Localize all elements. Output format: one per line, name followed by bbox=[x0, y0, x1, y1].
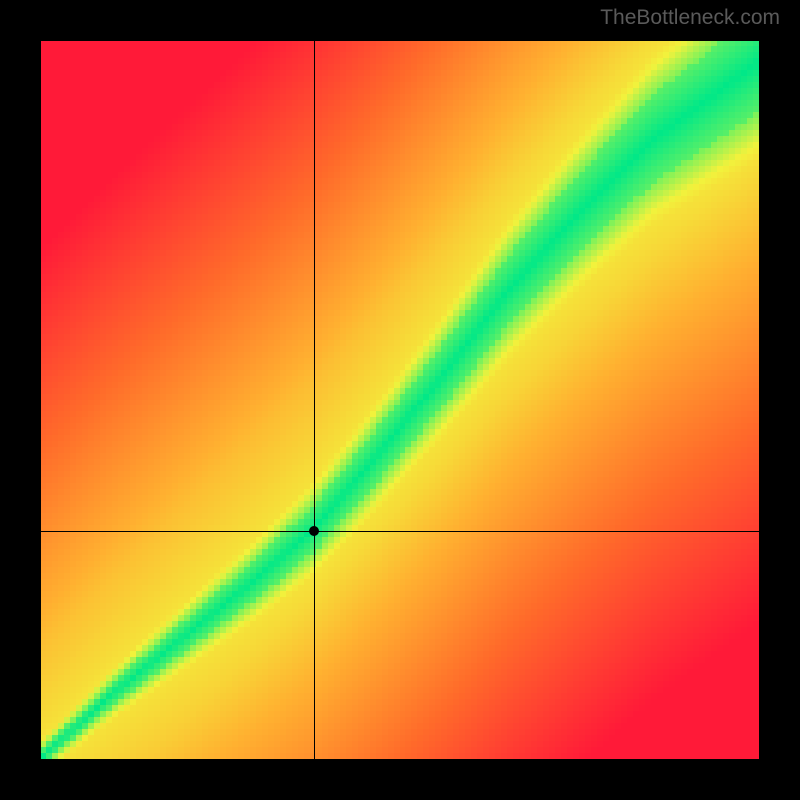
crosshair-vertical bbox=[314, 41, 315, 759]
crosshair-marker[interactable] bbox=[309, 526, 319, 536]
crosshair-horizontal bbox=[41, 531, 759, 532]
heatmap-plot bbox=[41, 41, 759, 759]
heatmap-canvas bbox=[41, 41, 759, 759]
watermark-text: TheBottleneck.com bbox=[600, 6, 780, 30]
